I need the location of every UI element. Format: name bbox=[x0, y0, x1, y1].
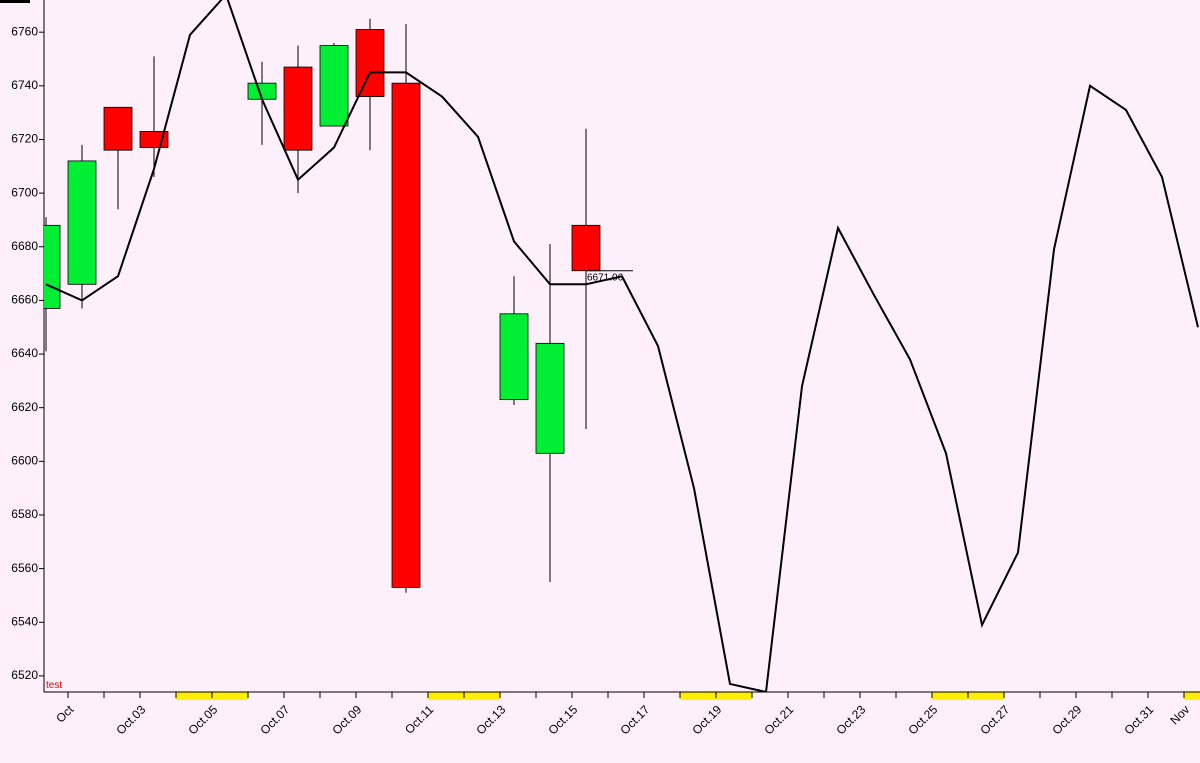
y-tick-label: 6620 bbox=[11, 400, 38, 414]
candle-body bbox=[535, 342, 565, 454]
candle-body bbox=[499, 313, 529, 401]
x-tick-label: Oct.07 bbox=[257, 702, 292, 737]
y-tick-label: 6760 bbox=[11, 24, 38, 38]
x-tick-label: Oct.19 bbox=[689, 702, 724, 737]
corner-marker bbox=[0, 0, 30, 3]
candle-body bbox=[44, 224, 61, 309]
candle-body bbox=[391, 82, 421, 588]
y-tick-label: 6560 bbox=[11, 561, 38, 575]
x-tick-label: Nov bbox=[1167, 702, 1192, 727]
y-tick-label: 6600 bbox=[11, 454, 38, 468]
x-tick-label: Oct.25 bbox=[905, 702, 940, 737]
x-tick-label: Oct.23 bbox=[833, 702, 868, 737]
x-tick-label: Oct.29 bbox=[1049, 702, 1084, 737]
line-series bbox=[45, 0, 1199, 692]
x-tick-label: Oct bbox=[53, 702, 77, 726]
candle-body bbox=[103, 106, 133, 151]
y-tick-label: 6640 bbox=[11, 346, 38, 360]
weekend-highlights bbox=[176, 692, 1200, 700]
candle-body bbox=[355, 29, 385, 97]
y-tick-label: 6540 bbox=[11, 614, 38, 628]
chart-label: test bbox=[46, 680, 62, 691]
candle-body bbox=[67, 160, 97, 285]
candle-body bbox=[283, 66, 313, 151]
x-tick-label: Oct.11 bbox=[402, 702, 436, 736]
y-tick-label: 6520 bbox=[11, 668, 38, 682]
y-tick-label: 6740 bbox=[11, 78, 38, 92]
candle-body bbox=[571, 224, 601, 272]
y-tick-label: 6660 bbox=[11, 293, 38, 307]
x-tick-label: Oct.31 bbox=[1121, 702, 1156, 737]
y-tick-label: 6580 bbox=[11, 507, 38, 521]
y-tick-label: 6680 bbox=[11, 239, 38, 253]
x-tick-label: Oct.09 bbox=[329, 702, 364, 737]
x-tick-label: Oct.05 bbox=[185, 702, 220, 737]
y-tick-label: 6720 bbox=[11, 132, 38, 146]
annotation-label: 6671.06 bbox=[587, 273, 624, 284]
x-tick-label: Oct.15 bbox=[545, 702, 580, 737]
x-tick-label: Oct.21 bbox=[761, 702, 796, 737]
candle-body bbox=[319, 45, 349, 127]
weekend-band bbox=[1184, 692, 1200, 700]
x-tick-label: Oct.13 bbox=[473, 702, 508, 737]
x-tick-label: Oct.27 bbox=[977, 702, 1012, 737]
plot-area: 6671.06 bbox=[44, 0, 1199, 692]
y-tick-label: 6700 bbox=[11, 185, 38, 199]
x-tick-label: Oct.03 bbox=[113, 702, 148, 737]
x-tick-label: Oct.17 bbox=[617, 702, 652, 737]
